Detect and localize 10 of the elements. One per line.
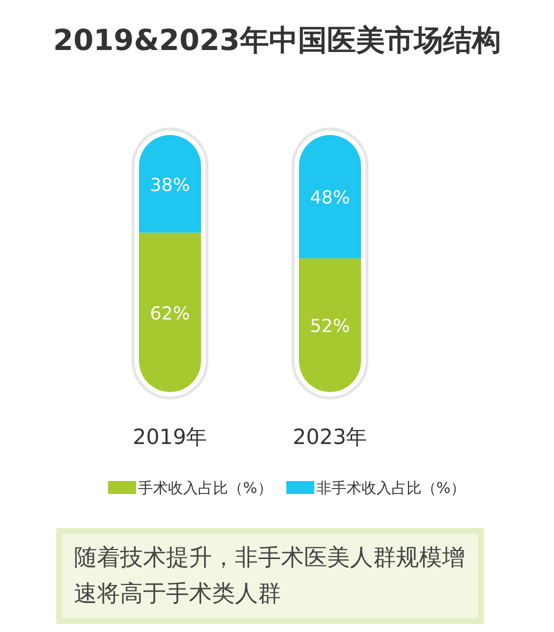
data-label: 52%: [310, 316, 350, 338]
data-label: 62%: [150, 303, 190, 324]
x-tick-label: 2023年: [292, 425, 368, 449]
legend-label: 手术收入占比（%）: [138, 479, 272, 497]
chart-title: 2019&2023年中国医美市场结构: [53, 23, 501, 57]
legend-label: 非手术收入占比（%）: [316, 479, 466, 497]
x-tick-label: 2019年: [132, 425, 208, 449]
data-label: 38%: [150, 174, 190, 196]
text: 随着技术提升，非手术医美人群规模增速将高于手术类人群: [74, 544, 466, 609]
data-label: 48%: [310, 188, 350, 209]
